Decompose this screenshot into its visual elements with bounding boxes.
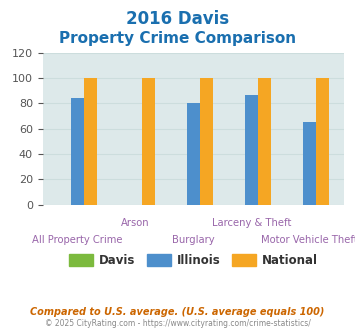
Bar (187, 103, 200, 205)
Text: 2016 Davis: 2016 Davis (126, 10, 229, 28)
Text: Compared to U.S. average. (U.S. average equals 100): Compared to U.S. average. (U.S. average … (30, 307, 325, 317)
Text: All Property Crime: All Property Crime (32, 235, 123, 245)
Bar (84, 78, 97, 205)
Bar (200, 78, 213, 205)
Bar (258, 78, 271, 205)
Bar (71, 98, 84, 205)
Text: Motor Vehicle Theft: Motor Vehicle Theft (261, 235, 355, 245)
Text: Burglary: Burglary (172, 235, 215, 245)
Bar (316, 78, 329, 205)
Text: © 2025 CityRating.com - https://www.cityrating.com/crime-statistics/: © 2025 CityRating.com - https://www.city… (45, 319, 310, 328)
Legend: Davis, Illinois, National: Davis, Illinois, National (65, 249, 322, 272)
Text: Arson: Arson (121, 218, 150, 228)
Bar (245, 95, 258, 205)
Text: Larceny & Theft: Larceny & Theft (212, 218, 291, 228)
Bar (142, 78, 154, 205)
Text: Property Crime Comparison: Property Crime Comparison (59, 31, 296, 46)
Bar (303, 122, 316, 205)
